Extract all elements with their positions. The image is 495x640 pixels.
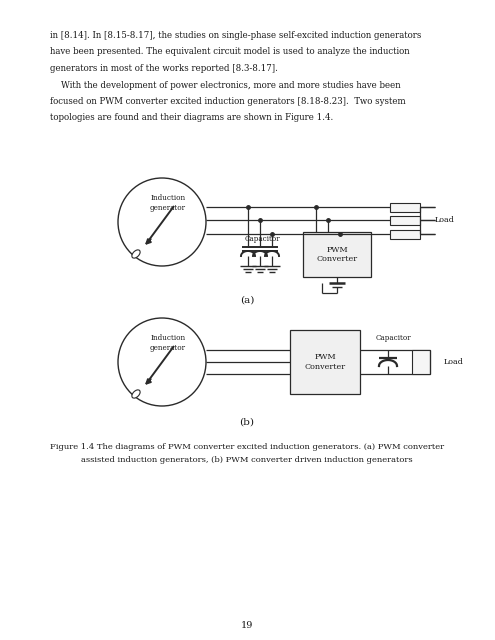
- Text: Load: Load: [435, 216, 455, 224]
- Bar: [303, 232, 371, 277]
- FancyArrow shape: [146, 379, 151, 384]
- Ellipse shape: [132, 250, 140, 258]
- Text: topologies are found and their diagrams are shown in Figure 1.4.: topologies are found and their diagrams …: [50, 113, 333, 122]
- Bar: [390, 216, 420, 225]
- Bar: [390, 230, 420, 239]
- Text: (b): (b): [240, 417, 254, 426]
- Text: Load: Load: [444, 358, 464, 366]
- Text: PWM
Converter: PWM Converter: [316, 246, 357, 263]
- Text: Capacitor: Capacitor: [375, 334, 411, 342]
- Text: (a): (a): [240, 296, 254, 305]
- Bar: [412, 350, 430, 374]
- Text: Capacitor: Capacitor: [244, 235, 280, 243]
- Text: PWM
Converter: PWM Converter: [304, 353, 346, 371]
- Text: With the development of power electronics, more and more studies have been: With the development of power electronic…: [50, 81, 400, 90]
- Bar: [390, 202, 420, 211]
- Text: have been presented. The equivalent circuit model is used to analyze the inducti: have been presented. The equivalent circ…: [50, 47, 410, 56]
- Text: generators in most of the works reported [8.3-8.17].: generators in most of the works reported…: [50, 64, 278, 73]
- Text: Induction
generator: Induction generator: [150, 334, 186, 351]
- Text: in [8.14]. In [8.15-8.17], the studies on single-phase self-excited induction ge: in [8.14]. In [8.15-8.17], the studies o…: [50, 31, 421, 40]
- FancyArrow shape: [146, 239, 151, 244]
- Ellipse shape: [132, 390, 140, 398]
- Bar: [290, 330, 360, 394]
- Text: focused on PWM converter excited induction generators [8.18-8.23].  Two system: focused on PWM converter excited inducti…: [50, 97, 405, 106]
- Text: Figure 1.4 The diagrams of PWM converter excited induction generators. (a) PWM c: Figure 1.4 The diagrams of PWM converter…: [50, 443, 444, 451]
- Text: 19: 19: [241, 621, 253, 630]
- Text: Induction
generator: Induction generator: [150, 195, 186, 212]
- Text: assisted induction generators, (b) PWM converter driven induction generators: assisted induction generators, (b) PWM c…: [81, 456, 413, 464]
